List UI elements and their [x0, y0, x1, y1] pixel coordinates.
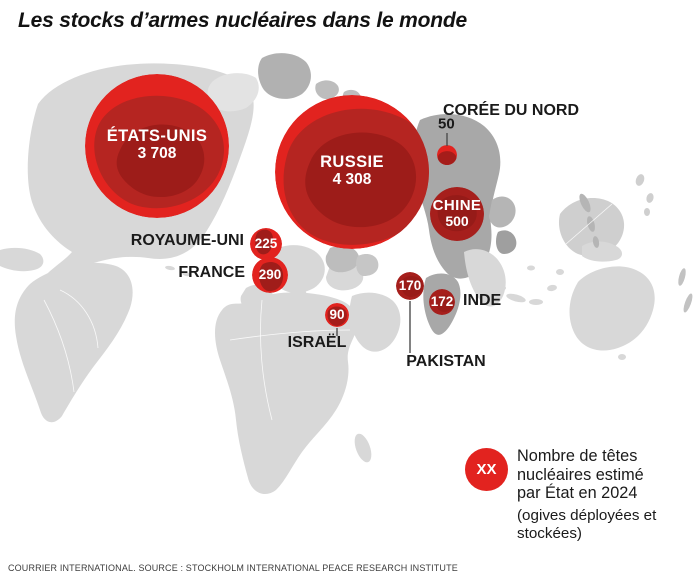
bubble-ru — [275, 95, 429, 249]
bubble-layer — [85, 74, 484, 327]
land-silhouette-pk — [401, 276, 423, 297]
leader-lines — [336, 133, 448, 353]
country-name-in: INDE — [463, 292, 502, 309]
chart-title: Les stocks d’armes nucléaires dans le mo… — [18, 9, 467, 32]
legend-subtext: (ogives déployées et stockées) — [517, 507, 657, 542]
legend-text: Nombre de têtes nucléaires estimé par Ét… — [517, 447, 644, 503]
land-shape — [356, 254, 379, 276]
bubble-fr — [252, 257, 288, 293]
bubble-nk — [437, 145, 457, 165]
island-shape — [556, 269, 564, 275]
country-value-nk: 50 — [438, 115, 455, 133]
land-shape — [464, 249, 506, 307]
bubble-in — [429, 289, 455, 315]
country-name-uk: ROYAUME-UNI — [130, 232, 244, 249]
land-silhouette-cn — [437, 195, 477, 232]
land-silhouette-il — [327, 306, 347, 326]
land-silhouette-ru — [305, 132, 417, 228]
bubble-pk — [396, 272, 424, 300]
island-shape — [165, 265, 175, 271]
country-value-ru: 4 308 — [332, 171, 372, 189]
land-shape — [315, 80, 339, 100]
island-shape — [592, 236, 600, 248]
country-value-pk: 170 — [398, 278, 422, 294]
bubble-cn — [430, 187, 484, 241]
bubble-label-us: ÉTATS-UNIS 3 708 — [106, 127, 208, 163]
land-shape — [325, 246, 360, 273]
country-name-il: ISRAËL — [287, 334, 347, 351]
country-name-nk: CORÉE DU NORD — [443, 102, 580, 119]
country-value-cn: 500 — [445, 212, 469, 229]
land-silhouette-in — [435, 294, 454, 312]
bubble-label-ru: RUSSIE 4 308 — [320, 153, 384, 189]
country-name-ru: RUSSIE — [320, 153, 384, 172]
island-shape — [618, 354, 626, 360]
bubble-il — [325, 303, 349, 327]
bubble-uk — [250, 228, 282, 260]
border-line — [59, 289, 99, 349]
island-shape — [579, 193, 591, 213]
land-shape — [215, 292, 358, 494]
island-shape — [678, 268, 686, 286]
land-shape — [207, 73, 259, 112]
country-name-us: ÉTATS-UNIS — [106, 127, 208, 146]
bubble-label-cn: CHINE 500 — [433, 198, 482, 229]
land-silhouette-uk — [255, 229, 273, 255]
country-value-us: 3 708 — [137, 145, 177, 163]
island-shape — [646, 193, 654, 203]
land-silhouette-nk — [437, 151, 457, 165]
country-value-il: 90 — [329, 307, 345, 323]
land-shape — [582, 241, 622, 262]
border-line — [43, 299, 75, 393]
island-shape — [547, 284, 557, 292]
country-value-in: 172 — [430, 294, 454, 310]
source-credit: COURRIER INTERNATIONAL. SOURCE : STOCKHO… — [8, 563, 458, 573]
island-shape — [354, 433, 372, 463]
land-shape — [258, 53, 311, 99]
legend-symbol: XX — [476, 461, 497, 478]
country-value-uk: 225 — [254, 236, 278, 252]
border-line — [229, 329, 351, 341]
border-line — [260, 299, 273, 421]
country-name-pk: PAKISTAN — [406, 353, 486, 370]
legend-bubble-icon: XX — [465, 448, 508, 491]
country-name-fr: FRANCE — [178, 264, 245, 281]
land-silhouette-fr — [259, 262, 284, 292]
land-silhouette-us — [116, 124, 205, 198]
island-shape — [683, 293, 693, 313]
land-shape — [496, 230, 517, 254]
island-shape — [644, 208, 650, 216]
island-shape — [527, 265, 535, 271]
border-line — [565, 203, 613, 245]
land-shape — [349, 292, 401, 352]
island-shape — [529, 299, 543, 305]
island-shape — [635, 174, 645, 186]
island-shape — [494, 285, 506, 291]
land-shape — [0, 247, 44, 272]
land-shape — [569, 266, 655, 351]
land-shape — [489, 196, 516, 228]
island-shape — [506, 293, 526, 303]
country-name-cn: CHINE — [432, 196, 482, 214]
country-value-fr: 290 — [258, 267, 282, 283]
island-shape — [182, 271, 190, 277]
bubble-us — [85, 74, 229, 218]
land-shape — [14, 262, 133, 423]
